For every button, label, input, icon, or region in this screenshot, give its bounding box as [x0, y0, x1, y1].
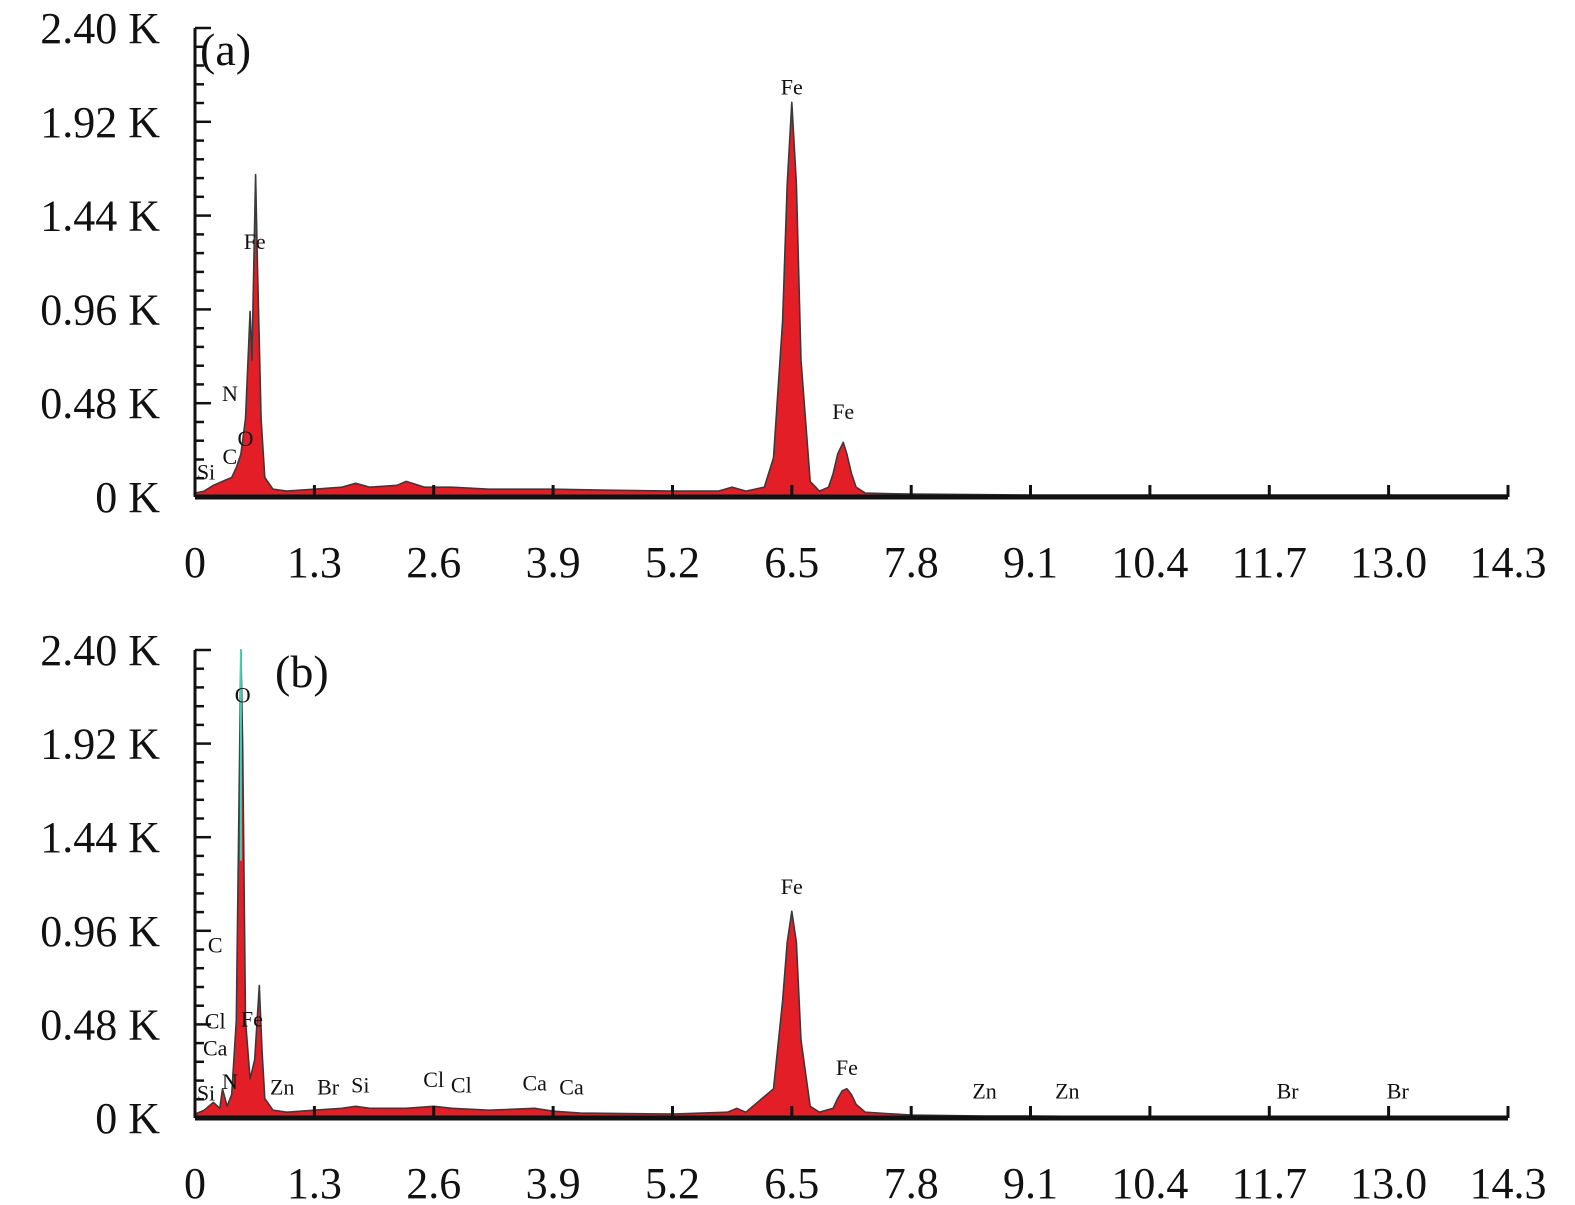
x-tick-label: 14.3 [1470, 538, 1547, 587]
x-tick-label: 0 [184, 1159, 206, 1205]
spectrum-area [195, 650, 1508, 1118]
y-tick-label: 0 K [95, 1094, 160, 1143]
y-tick-label: 0.96 K [40, 907, 160, 956]
peak-label-si: Si [197, 459, 215, 484]
y-tick-label: 1.44 K [40, 813, 160, 862]
x-tick-label: 13.0 [1350, 1159, 1427, 1205]
x-tick-label: 7.8 [884, 538, 939, 587]
peak-label-fe: Fe [832, 399, 854, 424]
panel-a: 0 K 0.48 K 0.96 K 1.44 K 1.92 K 2.40 K 0 1.3 2.6… [40, 4, 1546, 587]
x-tick-label: 0 [184, 538, 206, 587]
y-tick-label: 2.40 K [40, 4, 160, 53]
peak-label-br: Br [317, 1075, 340, 1100]
x-tick-label: 9.1 [1003, 1159, 1058, 1205]
x-tick-label: 11.7 [1232, 1159, 1307, 1205]
peak-label-ca: Ca [203, 1036, 228, 1061]
peak-label-cl: Cl [205, 1008, 226, 1033]
x-tick-label: 1.3 [287, 538, 342, 587]
x-tick-label: 11.7 [1232, 538, 1307, 587]
x-tick-label: 2.6 [406, 538, 461, 587]
x-tick-label: 6.5 [764, 538, 819, 587]
spectrum-line [194, 101, 1508, 496]
peak-label-fe: Fe [836, 1055, 858, 1080]
peak-label-br: Br [1387, 1079, 1410, 1104]
panel-b: 0 K 0.48 K 0.96 K 1.44 K 1.92 K 2.40 K 0 1.3 2.6… [40, 626, 1546, 1205]
spectrum-line [194, 649, 1508, 1118]
y-tick-label: 0.48 K [40, 379, 160, 428]
x-tick-label: 5.2 [645, 538, 700, 587]
y-tick-label: 1.92 K [40, 98, 160, 147]
peak-label-o: O [238, 426, 254, 451]
peak-label-ca: Ca [522, 1071, 547, 1096]
y-tick-label: 0.96 K [40, 285, 160, 334]
peak-label-fe: Fe [781, 74, 803, 99]
x-tick-label: 13.0 [1350, 538, 1427, 587]
peak-label-cl: Cl [451, 1073, 472, 1098]
peak-label-zn: Zn [270, 1075, 294, 1100]
peak-label-zn: Zn [972, 1079, 996, 1104]
peak-label-n: N [222, 1069, 238, 1094]
peak-label-ca: Ca [559, 1075, 584, 1100]
peak-label-n: N [222, 381, 238, 406]
x-tick-label: 9.1 [1003, 538, 1058, 587]
x-tick-label: 3.9 [526, 1159, 581, 1205]
x-tick-label: 10.4 [1111, 1159, 1188, 1205]
x-tick-label: 1.3 [287, 1159, 342, 1205]
y-tick-label: 1.44 K [40, 192, 160, 241]
x-tick-label: 3.9 [526, 538, 581, 587]
y-tick-label: 0.48 K [40, 1000, 160, 1049]
y-tick-label: 0 K [95, 473, 160, 522]
x-tick-label: 2.6 [406, 1159, 461, 1205]
x-tick-label: 7.8 [884, 1159, 939, 1205]
panel-label: (a) [200, 24, 251, 75]
x-tick-label: 5.2 [645, 1159, 700, 1205]
peak-label-fe: Fe [781, 874, 803, 899]
y-tick-label: 2.40 K [40, 626, 160, 675]
peak-label-o: O [235, 683, 251, 708]
spectrum-area [195, 102, 1508, 498]
peak-label-c: C [208, 932, 223, 957]
x-tick-label: 6.5 [764, 1159, 819, 1205]
peak-label-br: Br [1277, 1079, 1300, 1104]
panel-label: (b) [275, 646, 329, 697]
peak-label-si: Si [351, 1073, 369, 1098]
peak-label-fe: Fe [241, 1006, 263, 1031]
peak-label-zn: Zn [1055, 1079, 1079, 1104]
peak-label-fe: Fe [244, 229, 266, 254]
peak-label-c: C [223, 444, 238, 469]
peak-label-cl: Cl [423, 1067, 444, 1092]
x-tick-label: 10.4 [1111, 538, 1188, 587]
peak-label-si: Si [197, 1081, 215, 1106]
y-tick-label: 1.92 K [40, 720, 160, 769]
x-tick-label: 14.3 [1470, 1159, 1547, 1205]
